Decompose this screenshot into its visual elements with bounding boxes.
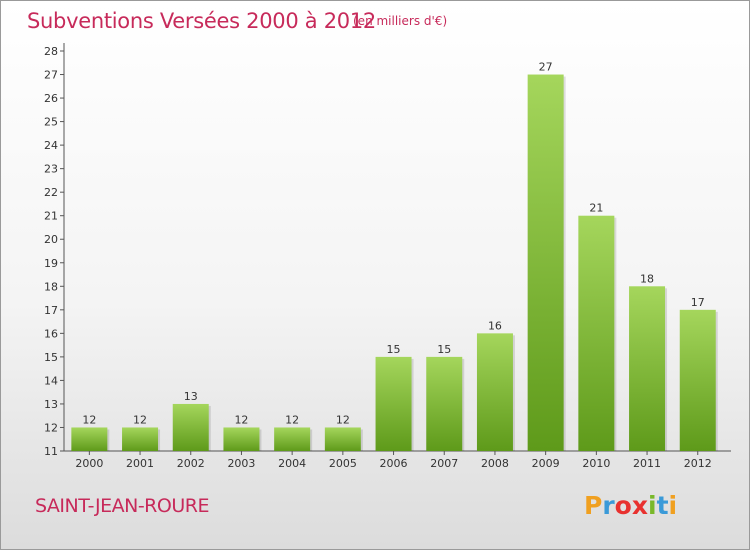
- x-tick-label: 2001: [126, 457, 154, 470]
- bar: [122, 427, 159, 451]
- x-tick-label: 2010: [582, 457, 610, 470]
- commune-name: SAINT-JEAN-ROURE: [35, 495, 209, 517]
- x-tick-label: 2009: [532, 457, 560, 470]
- bar-value-label: 12: [285, 413, 299, 426]
- x-tick-label: 2000: [75, 457, 103, 470]
- y-tick-label: 22: [44, 186, 58, 199]
- bar: [172, 403, 209, 451]
- x-tick-label: 2012: [684, 457, 712, 470]
- x-tick-label: 2008: [481, 457, 509, 470]
- x-tick-label: 2007: [430, 457, 458, 470]
- bar-value-label: 27: [539, 61, 553, 74]
- bar: [375, 356, 412, 451]
- bar-value-label: 17: [691, 296, 705, 309]
- chart-axes: 11 12 13 14 15 16 17 18 19 20 21 22 23 24 25 26 27 28: [44, 43, 731, 458]
- logo-letter: P: [584, 491, 603, 520]
- y-tick-label: 11: [44, 445, 58, 458]
- x-tick-label: 2011: [633, 457, 661, 470]
- x-tick-label: 2005: [329, 457, 357, 470]
- y-tick-label: 17: [44, 304, 58, 317]
- y-tick-label: 28: [44, 45, 58, 58]
- chart-title: Subventions Versées 2000 à 2012: [27, 9, 376, 33]
- y-tick-label: 14: [44, 374, 58, 387]
- bar-value-label: 13: [184, 390, 198, 403]
- proxiti-logo: Proxiti: [584, 491, 677, 520]
- y-tick-label: 12: [44, 421, 58, 434]
- bar: [274, 427, 311, 451]
- logo-letter: t: [656, 491, 669, 520]
- y-tick-label: 23: [44, 163, 58, 176]
- bar-value-label: 12: [133, 413, 147, 426]
- bar: [578, 215, 615, 451]
- bar: [527, 74, 564, 451]
- y-tick-label: 27: [44, 69, 58, 82]
- y-tick-label: 15: [44, 351, 58, 364]
- bar: [476, 333, 513, 451]
- chart-unit: (en milliers d'€): [353, 14, 448, 28]
- logo-letter: r: [602, 491, 615, 520]
- bar-value-label: 15: [387, 343, 401, 356]
- x-tick-label: 2006: [380, 457, 408, 470]
- logo-letter: i: [648, 491, 657, 520]
- y-tick-label: 20: [44, 233, 58, 246]
- y-tick-label: 19: [44, 257, 58, 270]
- bar-value-label: 18: [640, 272, 654, 285]
- bar-value-label: 21: [589, 202, 603, 215]
- logo-letter: x: [631, 491, 648, 520]
- y-tick-label: 16: [44, 327, 58, 340]
- bar: [71, 427, 108, 451]
- y-tick-label: 13: [44, 398, 58, 411]
- y-tick-label: 26: [44, 92, 58, 105]
- y-tick-label: 24: [44, 139, 58, 152]
- logo-letter: i: [668, 491, 678, 520]
- x-tick-label: 2002: [177, 457, 205, 470]
- x-tick-label: 2004: [278, 457, 306, 470]
- y-tick-label: 25: [44, 116, 58, 129]
- bar: [679, 309, 716, 451]
- y-tick-label: 21: [44, 210, 58, 223]
- x-tick-label: 2003: [227, 457, 255, 470]
- bar: [629, 286, 666, 451]
- bar-value-label: 15: [437, 343, 451, 356]
- bar-value-label: 12: [234, 413, 248, 426]
- bar-value-label: 12: [82, 413, 96, 426]
- bar-value-label: 16: [488, 319, 502, 332]
- bar-value-label: 12: [336, 413, 350, 426]
- bar: [223, 427, 260, 451]
- bar: [324, 427, 361, 451]
- y-tick-label: 18: [44, 280, 58, 293]
- chart-labels: 12 2000 12 2001 13 2002 12 2003 12 2004 12 2005 15 20…: [75, 61, 711, 470]
- chart-bars: [71, 74, 718, 451]
- bar: [426, 356, 463, 451]
- logo-letter: o: [614, 491, 632, 520]
